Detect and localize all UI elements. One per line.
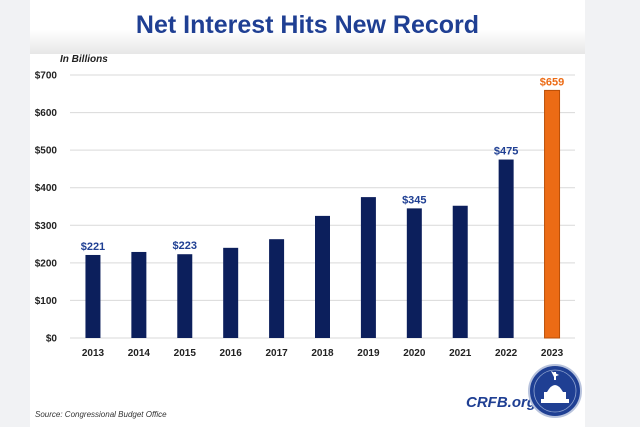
chart-title: Net Interest Hits New Record [135,11,480,39]
x-tick-label: 2019 [357,348,380,359]
bar-2022 [498,159,514,338]
bar-2019 [360,197,376,338]
x-tick-label: 2016 [220,348,243,359]
y-tick-label: $400 [35,183,58,194]
x-tick-label: 2017 [265,348,288,359]
source-note: Source: Congressional Budget Office [35,410,167,419]
x-tick-label: 2021 [449,348,472,359]
x-tick-label: 2022 [495,348,518,359]
bar-2021 [452,205,468,338]
bar-2020 [406,208,422,338]
x-tick-label: 2013 [82,348,105,359]
y-tick-label: $300 [35,221,58,232]
bar-chart: $0$100$200$300$400$500$600$700 2013 2014 2… [35,54,582,419]
y-tick-label: $700 [35,71,58,82]
bar-2023 [544,89,561,339]
title-band: Net Interest Hits New Record [30,0,585,54]
x-tick-label: 2023 [541,348,564,359]
units-note: In Billions [60,54,108,65]
bar-2018 [315,215,330,338]
data-label: $659 [540,76,564,88]
x-axis-ticks: 2013 2014 2015 2016 2017 2018 2019 2020 2021 2022… [82,348,564,359]
data-label: $475 [494,146,518,158]
chart-card: Net Interest Hits New Record $0 $100 $200 $… [30,0,585,427]
x-tick-label: 2018 [311,348,334,359]
data-label: $345 [402,194,426,206]
data-label: $223 [173,240,197,252]
x-tick-label: 2014 [128,348,151,359]
x-tick-label: 2020 [403,348,426,359]
bars [85,89,561,339]
y-tick-label: $100 [35,296,58,307]
capitol-seal-icon [528,364,582,418]
data-labels: $221 $223 $345 $475 $659 [81,76,565,253]
bar-2013 [85,254,101,338]
y-tick-label: $0 [46,334,58,345]
y-axis-ticks: $0 $100 $200 $300 $400 $500 $600 $700 [35,71,58,345]
x-tick-label: 2015 [174,348,197,359]
y-tick-label: $500 [35,146,58,157]
brand-name: CRFB.org [466,394,536,411]
bar-2016 [223,247,239,338]
data-label: $221 [81,241,105,253]
bar-2017 [269,239,285,338]
y-tick-label: $600 [35,108,58,119]
bar-2014 [131,251,147,338]
y-tick-label: $200 [35,258,58,269]
bar-2015 [177,254,193,338]
